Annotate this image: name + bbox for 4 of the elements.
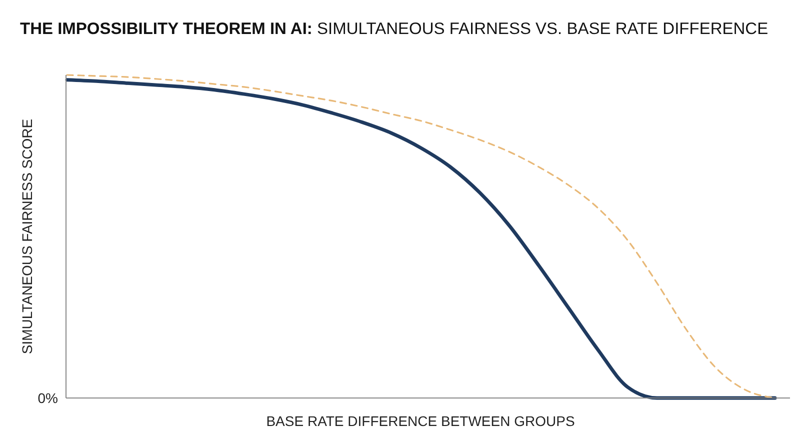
y-axis-title: SIMULTANEOUS FAIRNESS SCORE: [19, 118, 35, 354]
x-axis-title: BASE RATE DIFFERENCE BETWEEN GROUPS: [266, 413, 575, 429]
chart-title: THE IMPOSSIBILITY THEOREM IN AI: SIMULTANEOUS FAIRNESS VS. BASE RATE DIFFERENCE: [20, 20, 768, 38]
text: 0%: [38, 390, 58, 406]
